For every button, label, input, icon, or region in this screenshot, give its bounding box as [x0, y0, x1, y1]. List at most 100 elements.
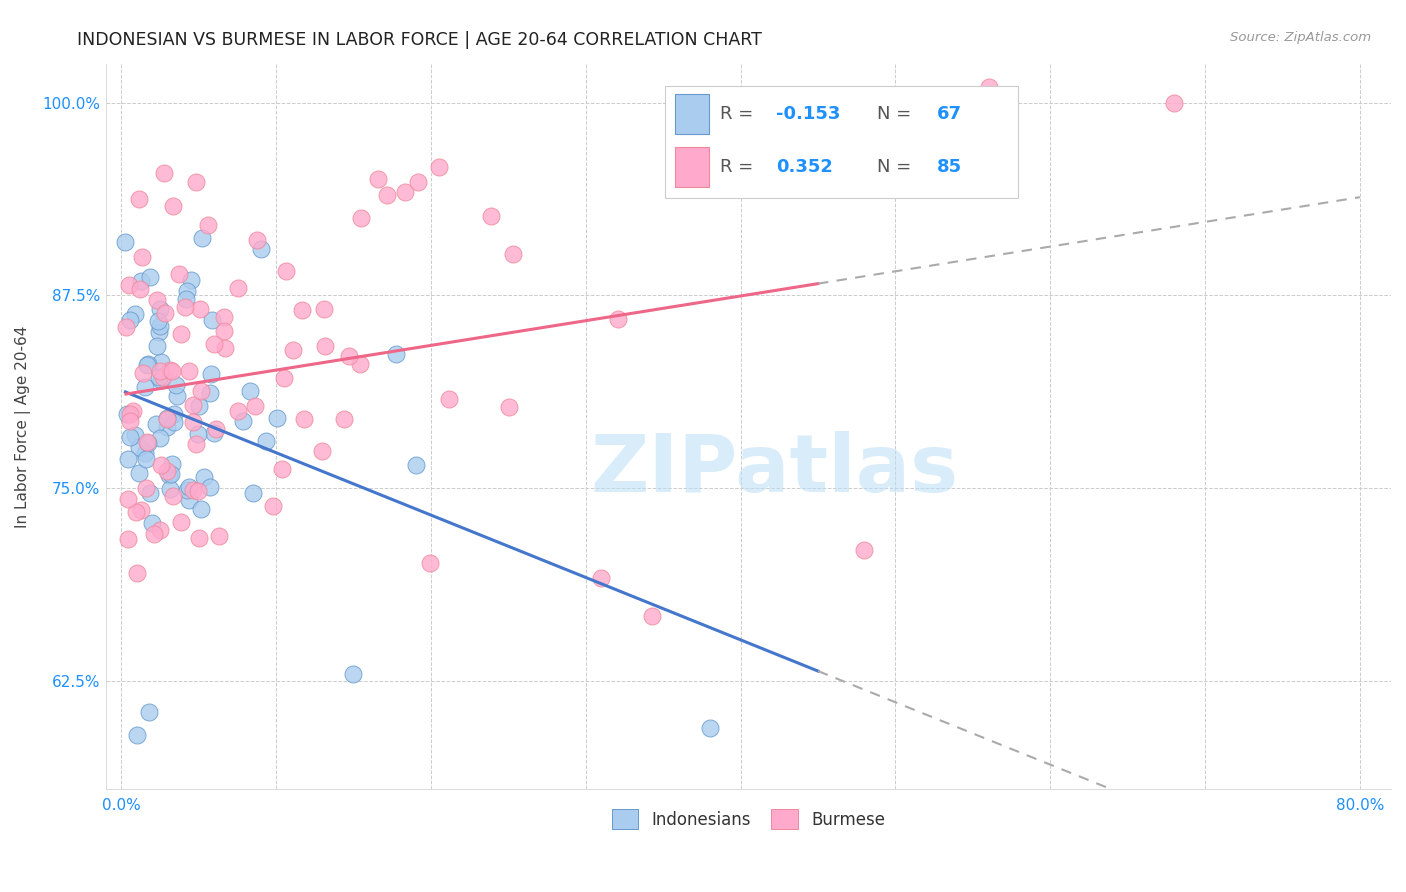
Burmese	[394, 185, 416, 199]
Indonesians	[156, 419, 179, 434]
Indonesians	[156, 411, 179, 425]
Burmese	[118, 414, 141, 428]
Burmese	[132, 367, 155, 381]
Burmese	[159, 363, 181, 377]
Indonesians	[165, 378, 187, 392]
Indonesians	[232, 414, 254, 428]
Indonesians	[114, 235, 136, 250]
Burmese	[125, 566, 148, 580]
Indonesians	[204, 426, 226, 441]
Indonesians	[117, 451, 139, 466]
Indonesians	[136, 357, 159, 371]
Indonesians	[160, 457, 183, 471]
Burmese	[118, 278, 141, 293]
Burmese	[350, 211, 373, 226]
Indonesians	[125, 728, 148, 742]
Indonesians	[136, 359, 159, 373]
Indonesians	[200, 368, 222, 382]
Burmese	[314, 302, 336, 317]
Burmese	[226, 281, 249, 295]
Burmese	[208, 528, 231, 542]
Indonesians	[145, 417, 167, 431]
Indonesians	[188, 399, 211, 413]
Burmese	[167, 268, 190, 282]
Burmese	[479, 209, 502, 223]
Burmese	[202, 337, 225, 351]
Burmese	[226, 403, 249, 417]
Burmese	[152, 369, 174, 384]
Indonesians	[193, 469, 215, 483]
Burmese	[150, 458, 173, 472]
Burmese	[212, 324, 235, 338]
Text: INDONESIAN VS BURMESE IN LABOR FORCE | AGE 20-64 CORRELATION CHART: INDONESIAN VS BURMESE IN LABOR FORCE | A…	[77, 31, 762, 49]
Indonesians	[157, 467, 180, 482]
Indonesians	[148, 314, 170, 328]
Text: Source: ZipAtlas.com: Source: ZipAtlas.com	[1230, 31, 1371, 45]
Burmese	[129, 503, 152, 517]
Indonesians	[149, 319, 172, 334]
Indonesians	[135, 452, 157, 467]
Burmese	[502, 247, 524, 261]
Indonesians	[239, 384, 262, 398]
Indonesians	[129, 274, 152, 288]
Legend: Indonesians, Burmese: Indonesians, Burmese	[605, 803, 891, 835]
Burmese	[183, 483, 205, 497]
Burmese	[184, 175, 207, 189]
Indonesians	[190, 502, 212, 516]
Indonesians	[266, 411, 288, 425]
Indonesians	[148, 369, 170, 384]
Indonesians	[149, 302, 172, 317]
Burmese	[419, 557, 441, 571]
Indonesians	[149, 373, 172, 387]
Text: ZIPatlas: ZIPatlas	[591, 431, 957, 509]
Indonesians	[166, 389, 188, 403]
Indonesians	[190, 231, 212, 245]
Burmese	[437, 392, 460, 406]
Burmese	[273, 370, 295, 384]
Indonesians	[179, 493, 201, 508]
Burmese	[190, 384, 212, 399]
Indonesians	[179, 479, 201, 493]
Burmese	[177, 364, 200, 378]
Indonesians	[159, 482, 181, 496]
Burmese	[375, 187, 398, 202]
Burmese	[186, 437, 208, 451]
Burmese	[271, 462, 294, 476]
Indonesians	[254, 434, 277, 449]
Burmese	[181, 415, 204, 429]
Indonesians	[242, 486, 264, 500]
Burmese	[134, 481, 156, 495]
Burmese	[367, 171, 389, 186]
Indonesians	[250, 242, 273, 256]
Indonesians	[134, 446, 156, 460]
Burmese	[607, 311, 630, 326]
Indonesians	[141, 516, 163, 530]
Burmese	[591, 571, 613, 585]
Indonesians	[150, 354, 173, 368]
Indonesians	[163, 407, 186, 421]
Burmese	[406, 175, 429, 189]
Indonesians	[174, 292, 197, 306]
Burmese	[162, 199, 184, 213]
Burmese	[120, 408, 142, 422]
Indonesians	[148, 326, 170, 340]
Indonesians	[176, 483, 198, 498]
Burmese	[641, 609, 664, 624]
Indonesians	[200, 480, 222, 494]
Indonesians	[134, 379, 156, 393]
Indonesians	[139, 486, 162, 500]
Burmese	[170, 515, 193, 529]
Burmese	[311, 444, 333, 458]
Burmese	[117, 532, 139, 546]
Indonesians	[145, 339, 167, 353]
Indonesians	[187, 426, 209, 441]
Burmese	[129, 282, 152, 296]
Burmese	[212, 310, 235, 325]
Indonesians	[163, 415, 186, 429]
Burmese	[291, 303, 314, 318]
Indonesians	[118, 430, 141, 444]
Burmese	[170, 327, 193, 342]
Burmese	[146, 293, 169, 307]
Burmese	[125, 505, 148, 519]
Burmese	[162, 490, 184, 504]
